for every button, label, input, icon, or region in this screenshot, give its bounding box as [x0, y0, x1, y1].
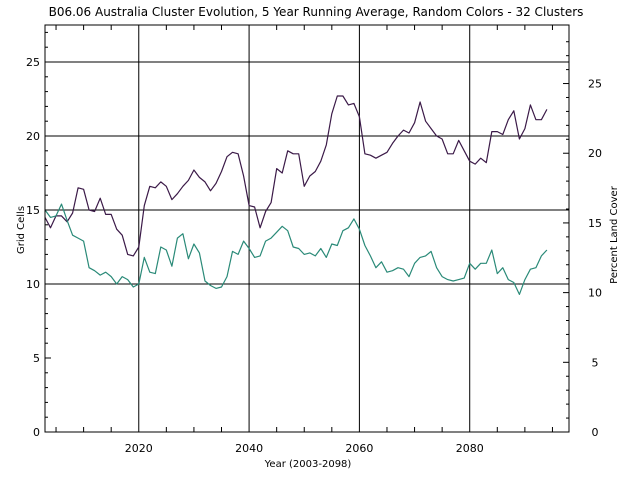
x-tick-label: 2040 — [235, 442, 263, 455]
y-tick-label: 10 — [26, 278, 40, 291]
x-tick-label: 2080 — [456, 442, 484, 455]
y-right-tick-label: 0 — [592, 426, 599, 439]
series-line-cluster-green — [44, 203, 548, 295]
y-axis-right: 0 5 10 15 20 25 — [563, 41, 602, 439]
x-axis-label: Year (2003-2098) — [264, 459, 352, 470]
chart-title: B06.06 Australia Cluster Evolution, 5 Ye… — [49, 5, 584, 19]
y-tick-label: 15 — [26, 204, 40, 217]
y-right-tick-label: 25 — [588, 78, 602, 91]
y-tick-label: 5 — [33, 352, 40, 365]
y-right-tick-label: 10 — [588, 287, 602, 300]
y-right-tick-label: 15 — [588, 217, 602, 230]
y-axis-label: Grid Cells — [16, 206, 27, 254]
y-tick-label: 25 — [26, 56, 40, 69]
y-right-tick-label: 20 — [588, 147, 602, 160]
y-axis-right-label: Percent Land Cover — [609, 185, 620, 284]
y-tick-label: 20 — [26, 130, 40, 143]
x-tick-label: 2060 — [345, 442, 373, 455]
series-layer — [44, 95, 548, 295]
series-line-cluster-purple — [44, 95, 548, 257]
gridlines — [45, 25, 569, 432]
x-axis: 2020 2040 2060 2080 — [55, 25, 553, 455]
y-tick-label: 0 — [33, 426, 40, 439]
y-axis-left: 0 5 10 15 20 25 — [26, 31, 51, 439]
y-right-tick-label: 5 — [592, 356, 599, 369]
x-tick-label: 2020 — [125, 442, 153, 455]
plot-frame — [44, 24, 570, 433]
